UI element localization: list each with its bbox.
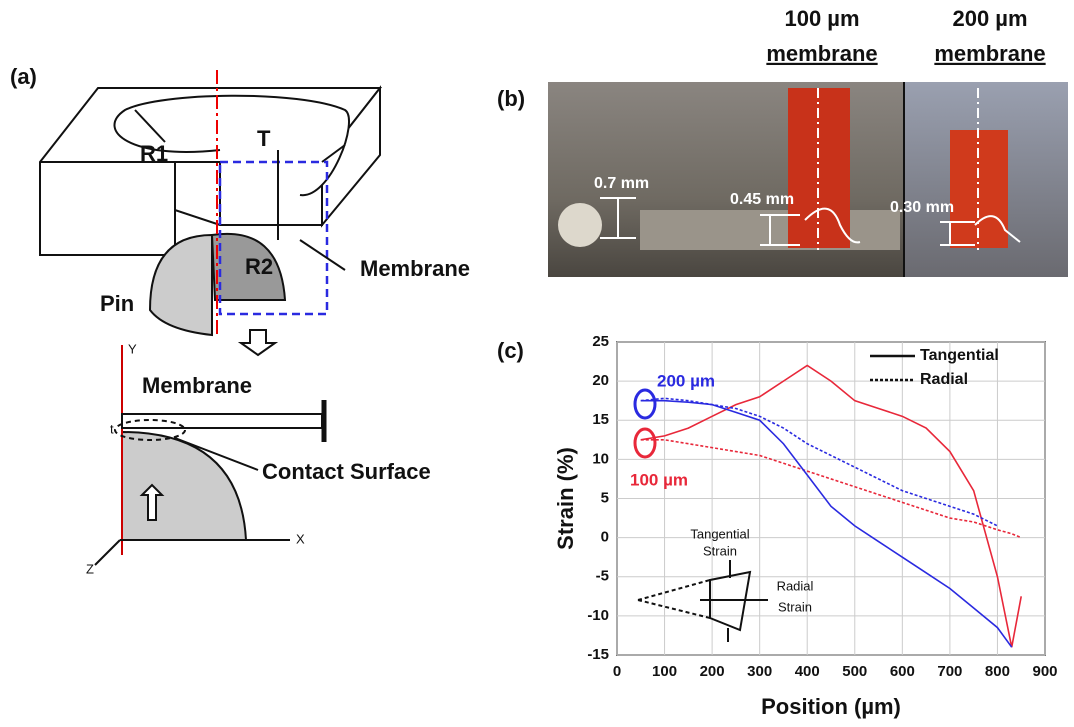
- dimension: 0.45 mm: [730, 191, 794, 208]
- x-tick-label: 300: [747, 663, 772, 680]
- chart: 0 100 200 300 400 500 600 700 800 900 -15 -10 -5 0 5 10…: [553, 333, 1058, 719]
- y-tick-label: -5: [596, 568, 609, 585]
- axis-letter: Y: [128, 341, 137, 356]
- y-tick-label: 15: [592, 411, 609, 428]
- legend-label: Radial: [920, 371, 968, 388]
- figure: (a) R1 T R2 Pin Membrane Membrane Contac…: [0, 0, 1074, 727]
- label: Membrane: [142, 373, 252, 398]
- inset-label: Radial: [777, 578, 814, 593]
- inset-label: Strain: [778, 599, 812, 614]
- inset-label: Strain: [703, 543, 737, 558]
- y-tick-label: 25: [592, 333, 609, 350]
- x-tick-label: 700: [937, 663, 962, 680]
- label: T: [257, 126, 271, 151]
- label: Membrane: [360, 256, 470, 281]
- inset-label: Tangential: [690, 526, 749, 541]
- header: membrane: [766, 41, 877, 66]
- label: Contact Surface: [262, 459, 431, 484]
- y-tick-label: 5: [601, 489, 609, 506]
- panel-label: (c): [497, 338, 524, 363]
- x-tick-label: 0: [613, 663, 621, 680]
- x-tick-label: 900: [1032, 663, 1057, 680]
- block-diagram: [40, 70, 380, 355]
- x-tick-label: 800: [985, 663, 1010, 680]
- header: membrane: [934, 41, 1045, 66]
- header: 100 µm: [784, 6, 859, 31]
- y-tick-label: -10: [587, 607, 609, 624]
- annotation: 200 µm: [657, 371, 715, 390]
- panel-label: (b): [497, 86, 525, 111]
- panel-label: (a): [10, 64, 37, 89]
- axis-letter: Z: [86, 561, 94, 576]
- label: Pin: [100, 291, 134, 316]
- y-tick-label: 10: [592, 450, 609, 467]
- axis-letter: t: [110, 421, 114, 436]
- annotation: 100 µm: [630, 470, 688, 489]
- x-axis-title: Position (µm): [761, 694, 901, 719]
- x-tick-label: 500: [842, 663, 867, 680]
- x-tick-label: 200: [700, 663, 725, 680]
- axis-letter: X: [296, 531, 305, 546]
- label: R1: [140, 141, 168, 166]
- header: 200 µm: [952, 6, 1027, 31]
- y-axis-title: Strain (%): [553, 447, 578, 550]
- dimension: 0.30 mm: [890, 199, 954, 216]
- x-tick-label: 100: [652, 663, 677, 680]
- x-tick-label: 600: [890, 663, 915, 680]
- y-tick-label: 0: [601, 529, 609, 546]
- x-tick-label: 400: [795, 663, 820, 680]
- dimension: 0.7 mm: [594, 175, 649, 192]
- legend-label: Tangential: [920, 347, 999, 364]
- y-tick-label: 20: [592, 372, 609, 389]
- label: R2: [245, 254, 273, 279]
- y-tick-label: -15: [587, 646, 609, 663]
